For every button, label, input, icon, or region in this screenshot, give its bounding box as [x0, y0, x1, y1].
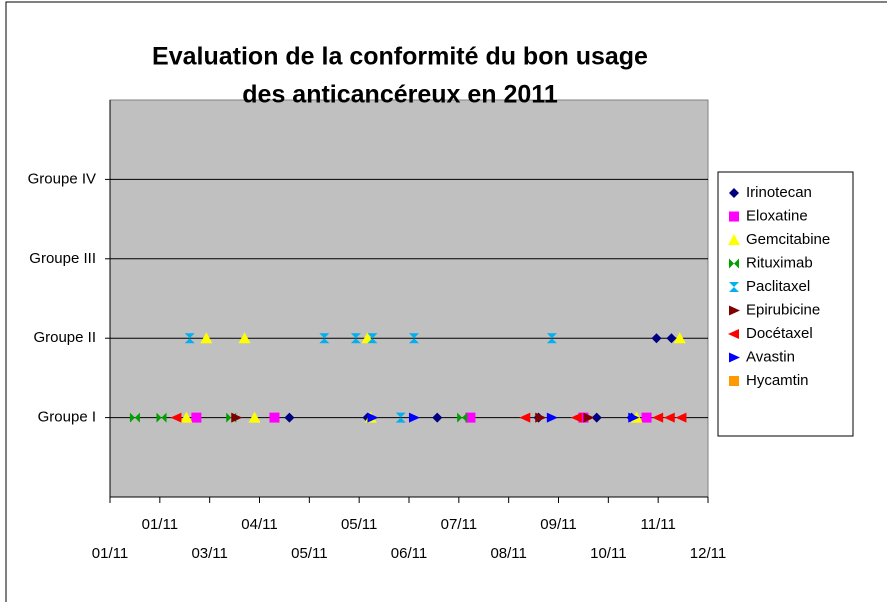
point — [350, 333, 361, 344]
point — [628, 412, 640, 423]
point — [663, 412, 675, 423]
x-tick-label: 09/11 — [540, 516, 576, 533]
x-tick-label: 06/11 — [391, 545, 427, 562]
y-tick-label: Groupe III — [29, 250, 96, 267]
x-tick-label: 07/11 — [441, 516, 477, 533]
x-tick-label: 12/11 — [690, 545, 726, 562]
legend-label: Eloxatine — [746, 207, 808, 224]
legend-marker — [729, 258, 739, 269]
point — [248, 411, 261, 423]
chart-title: Evaluation de la conformité du bon usage — [152, 43, 648, 71]
point — [191, 412, 202, 423]
legend-label: Epirubicine — [746, 301, 820, 318]
point — [180, 411, 193, 423]
point — [184, 333, 195, 344]
point — [546, 333, 557, 344]
legend-marker — [729, 211, 739, 222]
legend-box — [717, 171, 854, 437]
legend-label: Irinotecan — [746, 184, 812, 201]
legend-label: Avastin — [746, 348, 795, 365]
point — [457, 412, 468, 423]
point — [238, 332, 251, 344]
legend-label: Hycamtin — [746, 372, 809, 389]
legend-marker — [729, 188, 739, 198]
legend-label: Rituximab — [746, 254, 813, 271]
legend-label: Paclitaxel — [746, 278, 810, 295]
point — [319, 333, 330, 344]
point — [641, 412, 652, 423]
point — [269, 412, 280, 423]
x-tick-label: 01/11 — [142, 516, 178, 533]
legend-marker — [728, 329, 739, 339]
point — [231, 412, 243, 423]
point — [129, 412, 140, 423]
point — [465, 412, 476, 423]
legend-marker — [728, 234, 740, 245]
x-tick-label: 05/11 — [291, 545, 327, 562]
point — [546, 412, 558, 423]
point — [535, 412, 547, 423]
point — [408, 412, 420, 423]
point — [432, 412, 443, 423]
legend-marker — [729, 282, 739, 292]
point — [395, 412, 406, 423]
point — [652, 412, 664, 423]
point — [284, 412, 295, 423]
point — [570, 412, 582, 423]
x-tick-label: 08/11 — [490, 545, 526, 562]
point — [519, 412, 531, 423]
point — [591, 412, 602, 423]
legend-label: Gemcitabine — [746, 231, 830, 248]
x-tick-label: 04/11 — [241, 516, 277, 533]
x-tick-label: 05/11 — [341, 516, 377, 533]
x-tick-label: 03/11 — [191, 545, 227, 562]
point — [408, 333, 419, 344]
point — [367, 412, 379, 423]
y-tick-label: Groupe II — [33, 329, 96, 346]
point — [156, 412, 167, 423]
y-tick-label: Groupe IV — [28, 170, 96, 187]
point — [367, 333, 378, 344]
legend-label: Docétaxel — [746, 325, 813, 342]
legend-marker — [729, 305, 740, 316]
point — [583, 412, 595, 423]
point — [651, 333, 662, 344]
point — [666, 333, 677, 344]
plot-area — [109, 99, 709, 498]
point — [673, 332, 686, 344]
point — [200, 332, 213, 344]
chart-title: des anticancéreux en 2011 — [242, 81, 558, 109]
legend-marker — [729, 376, 739, 386]
point — [170, 412, 182, 423]
x-tick-label: 10/11 — [590, 545, 626, 562]
y-tick-label: Groupe I — [38, 409, 96, 426]
x-tick-label: 01/11 — [92, 545, 128, 562]
point — [675, 412, 687, 423]
x-tick-label: 11/11 — [641, 516, 676, 533]
legend-marker — [729, 352, 740, 363]
